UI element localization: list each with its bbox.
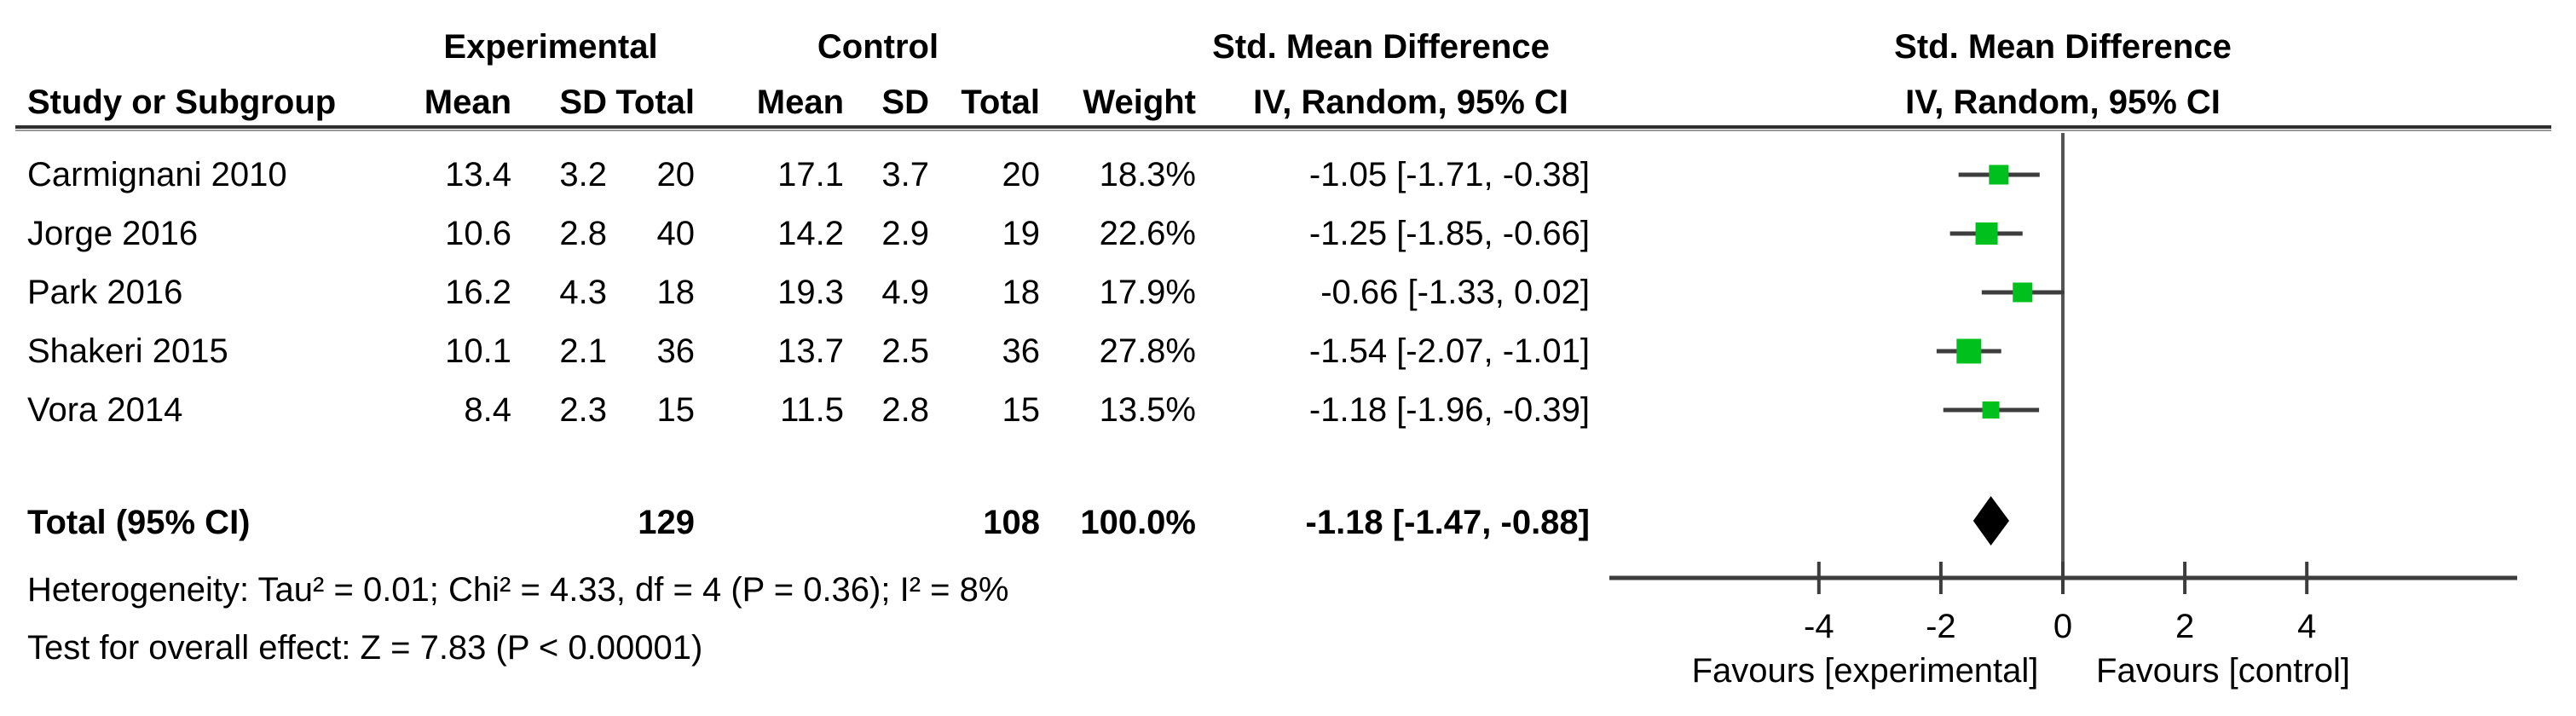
sd-control: 3.7 [881,156,929,193]
mean-experimental: 16.2 [445,274,511,311]
axis-tick-label: 0 [2053,608,2072,645]
total-smd-ci-text: -1.18 [-1.47, -0.88] [1305,504,1591,541]
col-header-study: Study or Subgroup [27,84,337,121]
total-experimental: 20 [656,156,696,193]
effect-square [1975,222,1998,245]
smd-ci-text: -0.66 [-1.33, 0.02] [1320,274,1590,311]
mean-control: 19.3 [777,274,844,311]
header-smd-plot: Std. Mean Difference [1894,28,2232,66]
mean-experimental: 10.6 [445,215,511,252]
study-name: Carmignani 2010 [27,156,287,193]
effect-square [2013,282,2033,303]
weight: 22.6% [1099,215,1196,252]
sd-experimental: 3.2 [559,156,607,193]
total-control: 19 [1002,215,1041,252]
study-name: Jorge 2016 [27,215,199,252]
col-header-total-control: Total [961,84,1040,121]
sd-experimental: 2.8 [559,215,607,252]
total-control: 20 [1002,156,1041,193]
pooled-diamond [1972,496,2010,546]
total-control: 18 [1002,274,1041,311]
axis-tick-label: 2 [2175,608,2194,645]
col-header-mean-control: Mean [756,84,844,121]
favours-left-label: Favours [experimental] [1692,652,2039,690]
sd-experimental: 2.3 [559,391,607,429]
col-header-iv-random-plot: IV, Random, 95% CI [1905,84,2221,121]
col-header-total-experimental: Total [615,84,695,121]
smd-ci-text: -1.54 [-2.07, -1.01] [1308,332,1590,370]
mean-experimental: 8.4 [464,391,511,429]
study-name: Park 2016 [27,274,183,311]
total-control-n: 108 [983,504,1040,541]
axis-tick-label: 4 [2297,608,2316,645]
weight: 27.8% [1099,332,1196,370]
mean-experimental: 10.1 [445,332,511,370]
sd-control: 2.5 [881,332,929,370]
total-experimental: 36 [656,332,696,370]
total-experimental: 18 [656,274,696,311]
header-experimental-group: Experimental [443,28,658,66]
weight: 13.5% [1099,391,1196,429]
heterogeneity-note: Heterogeneity: Tau² = 0.01; Chi² = 4.33,… [27,571,1009,609]
smd-ci-text: -1.18 [-1.96, -0.39] [1308,391,1590,429]
mean-control: 17.1 [777,156,844,193]
sd-experimental: 4.3 [559,274,607,311]
total-control: 36 [1002,332,1041,370]
sd-control: 4.9 [881,274,929,311]
sd-experimental: 2.1 [559,332,607,370]
header-divider [15,125,2551,131]
mean-control: 13.7 [777,332,844,370]
mean-control: 14.2 [777,215,844,252]
mean-experimental: 13.4 [445,156,511,193]
study-name: Shakeri 2015 [27,332,228,370]
total-control: 15 [1002,391,1041,429]
col-header-mean-experimental: Mean [424,84,511,121]
axis-tick-label: -2 [1926,608,1956,645]
total-weight: 100.0% [1080,504,1196,541]
effect-square [1982,401,2000,419]
effect-square [1956,338,1982,364]
weight: 17.9% [1099,274,1196,311]
study-name: Vora 2014 [27,391,183,429]
smd-ci-text: -1.25 [-1.85, -0.66] [1308,215,1590,252]
header-control-group: Control [817,28,939,66]
smd-ci-text: -1.05 [-1.71, -0.38] [1308,156,1590,193]
overall-effect-note: Test for overall effect: Z = 7.83 (P < 0… [27,629,703,667]
total-experimental: 15 [656,391,696,429]
favours-right-label: Favours [control] [2096,652,2350,690]
total-experimental: 40 [656,215,696,252]
axis-tick-label: -4 [1804,608,1834,645]
total-experimental-n: 129 [638,504,695,541]
col-header-weight: Weight [1083,84,1196,121]
sd-control: 2.8 [881,391,929,429]
weight: 18.3% [1099,156,1196,193]
mean-control: 11.5 [780,391,844,429]
total-label: Total (95% CI) [27,504,251,541]
sd-control: 2.9 [881,215,929,252]
effect-square [1989,165,2009,185]
header-smd-column: Std. Mean Difference [1212,28,1550,66]
col-header-sd-control: SD [881,84,929,121]
col-header-sd-experimental: SD [559,84,607,121]
col-header-iv-random: IV, Random, 95% CI [1253,84,1568,121]
